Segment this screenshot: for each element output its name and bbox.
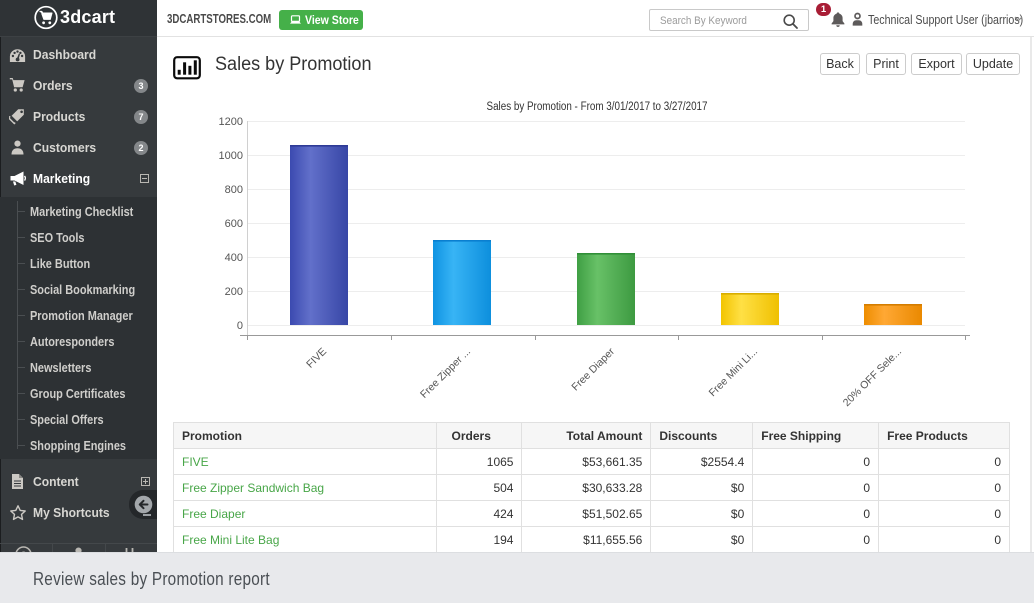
svg-text:600: 600 xyxy=(225,218,243,230)
svg-text:0: 0 xyxy=(237,320,243,332)
svg-text:Free Diaper: Free Diaper xyxy=(569,345,617,393)
svg-text:200: 200 xyxy=(225,286,243,298)
svg-text:Sales by Promotion - From 3/01: Sales by Promotion - From 3/01/2017 to 3… xyxy=(487,101,708,113)
svg-text:Free Mini Li...: Free Mini Li... xyxy=(707,346,760,399)
svg-text:1000: 1000 xyxy=(219,150,243,162)
svg-text:FIVE: FIVE xyxy=(304,346,329,371)
svg-text:1200: 1200 xyxy=(219,116,243,128)
svg-text:800: 800 xyxy=(225,184,243,196)
svg-text:400: 400 xyxy=(225,252,243,264)
svg-text:Free Zipper ...: Free Zipper ... xyxy=(418,346,473,401)
svg-text:20% OFF Sele...: 20% OFF Sele... xyxy=(841,346,904,409)
